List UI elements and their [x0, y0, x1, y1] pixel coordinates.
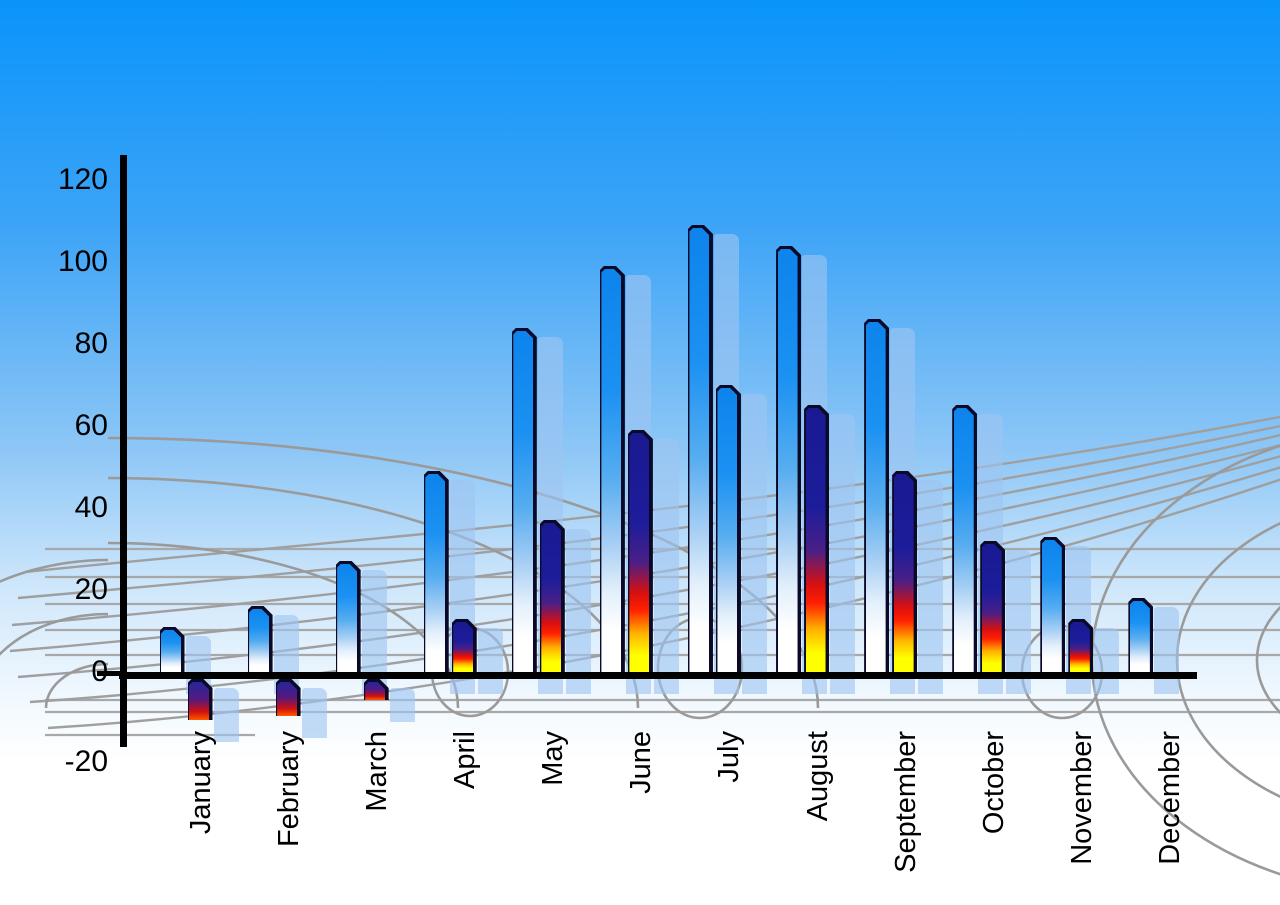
x-axis-label-june: June	[625, 731, 658, 794]
x-axis-label-october: October	[977, 731, 1010, 835]
bar-march-secondary-fill	[365, 682, 385, 701]
y-axis-label-100: 100	[57, 245, 108, 278]
x-axis-label-january: January	[185, 731, 217, 835]
bar-february-secondary	[276, 679, 301, 716]
bar-march-secondary-shadow	[389, 688, 415, 722]
x-axis-label-september: September	[889, 731, 922, 873]
bar-april-secondary-shadow	[477, 628, 503, 694]
bar-september-secondary-fill	[894, 474, 914, 673]
x-axis-label-august: August	[801, 731, 834, 822]
bar-april-primary	[424, 471, 449, 672]
x-axis-label-february: February	[273, 731, 306, 848]
bar-february-secondary-shadow	[301, 688, 327, 738]
x-axis-label-march: March	[361, 731, 394, 812]
bar-august-secondary	[804, 405, 829, 672]
bar-november-primary-fill	[1042, 540, 1062, 673]
bar-july-secondary	[716, 385, 741, 672]
bar-october-primary-fill	[954, 408, 974, 673]
bar-january-secondary-shadow	[213, 688, 239, 742]
bar-december-primary-fill	[1130, 601, 1150, 673]
x-axis-label-april: April	[449, 731, 482, 790]
x-axis-label-december: December	[1153, 731, 1186, 865]
bar-october-secondary-fill	[982, 544, 1002, 673]
zero-tick	[97, 671, 122, 676]
bar-june-primary-fill	[601, 269, 621, 673]
bar-august-secondary-fill	[806, 408, 826, 673]
bar-march-primary	[336, 561, 361, 672]
y-axis-label-60: 60	[74, 409, 108, 442]
bar-june-secondary-shadow	[653, 439, 679, 694]
bar-october-primary	[952, 405, 977, 672]
bar-april-primary-fill	[425, 474, 445, 673]
bar-august-primary-fill	[778, 249, 798, 673]
bar-november-primary	[1040, 537, 1065, 672]
y-axis-label-120: 120	[57, 163, 108, 196]
bar-july-primary-fill	[689, 228, 709, 673]
bar-july-secondary-shadow	[741, 394, 767, 694]
x-axis-label-may: May	[537, 731, 570, 786]
bar-june-secondary	[628, 430, 653, 672]
y-axis-label-20: 20	[74, 573, 108, 606]
bar-march-secondary	[364, 679, 389, 700]
bar-may-primary	[512, 328, 537, 672]
bar-may-secondary-fill	[541, 523, 561, 673]
bar-november-secondary-fill	[1070, 622, 1090, 673]
bar-january-primary-fill	[161, 630, 181, 673]
bar-february-secondary-fill	[277, 682, 297, 717]
y-axis-label-80: 80	[74, 327, 108, 360]
bar-august-secondary-shadow	[830, 414, 856, 694]
bar-october-secondary-shadow	[1006, 550, 1032, 694]
bar-february-primary	[248, 606, 273, 672]
y-axis-label-40: 40	[74, 491, 108, 524]
y-axis-line	[120, 155, 127, 747]
bar-november-secondary	[1068, 619, 1093, 672]
bar-september-primary-fill	[866, 322, 886, 673]
bar-june-secondary-fill	[629, 433, 649, 673]
x-axis-label-july: July	[713, 731, 746, 783]
bar-january-secondary-fill	[189, 682, 209, 721]
bar-july-secondary-fill	[717, 388, 737, 673]
x-axis-label-november: November	[1065, 731, 1098, 865]
bar-december-primary	[1128, 598, 1153, 672]
bar-september-secondary-shadow	[918, 480, 944, 694]
y-axis-label-0: 0	[91, 655, 108, 688]
bar-october-secondary	[980, 541, 1005, 672]
bar-september-secondary	[892, 471, 917, 672]
bar-april-secondary	[452, 619, 477, 672]
bar-september-primary	[864, 319, 889, 672]
bar-january-secondary	[188, 679, 213, 720]
bar-may-primary-fill	[513, 331, 533, 673]
bar-november-secondary-shadow	[1094, 628, 1120, 694]
bar-may-secondary	[540, 520, 565, 672]
bar-june-primary	[600, 266, 625, 672]
bar-march-primary-fill	[337, 564, 357, 673]
bar-january-primary	[160, 627, 185, 672]
y-axis-label--20: -20	[64, 745, 108, 778]
bar-july-primary	[688, 225, 713, 672]
bar-december-primary-shadow	[1154, 607, 1180, 694]
bar-april-secondary-fill	[453, 622, 473, 673]
bar-may-secondary-shadow	[565, 529, 591, 694]
bar-august-primary	[776, 246, 801, 672]
bar-february-primary-fill	[249, 609, 269, 673]
x-axis-line	[119, 672, 1197, 679]
